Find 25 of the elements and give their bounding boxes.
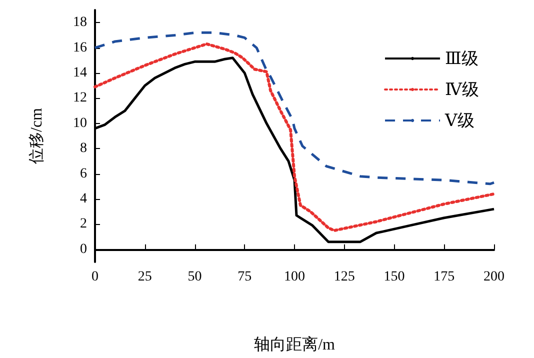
y-tick-label: 2	[80, 216, 87, 232]
y-tick-label: 14	[73, 66, 87, 80]
y-tick-label: 12	[73, 90, 87, 106]
x-tick-label: 125	[334, 270, 355, 284]
line-series	[94, 31, 496, 186]
x-axis-title: 轴向距离/m	[254, 336, 336, 354]
x-tick-label: 200	[484, 270, 504, 284]
legend-label: Ⅴ级	[444, 111, 474, 130]
y-tick-label: 10	[73, 116, 87, 131]
x-tick-label: 0	[92, 270, 98, 284]
y-tick-label: 18	[73, 15, 87, 30]
legend-label: Ⅳ级	[445, 80, 479, 99]
y-axis-title: 位移/cm	[28, 107, 46, 164]
x-tick-label: 25	[138, 270, 152, 284]
x-tick-label: 175	[434, 270, 455, 284]
x-tick-label: 75	[238, 270, 252, 284]
y-tick-label: 6	[80, 166, 87, 182]
y-tick-label: 0	[80, 242, 87, 257]
y-tick-label: 8	[80, 141, 87, 156]
x-tick-label: 100	[284, 270, 305, 284]
legend-label: Ⅲ级	[445, 49, 478, 68]
x-tick-label: 50	[188, 270, 202, 284]
x-tick-label: 150	[384, 270, 405, 284]
y-tick-label: 16	[73, 40, 87, 56]
y-tick-label: 4	[80, 192, 87, 206]
